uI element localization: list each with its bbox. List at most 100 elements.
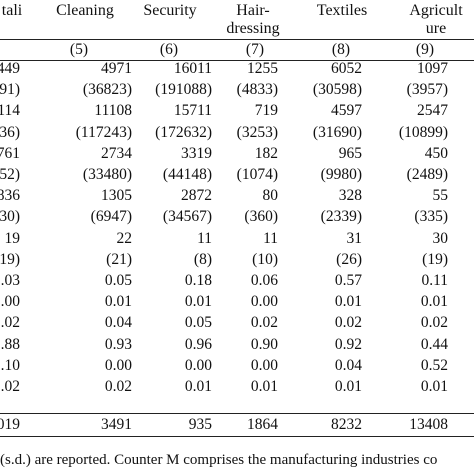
col-number-9: (9) [415, 41, 434, 58]
table-cell: 31 [346, 229, 363, 247]
total-cell: 8232 [331, 416, 362, 433]
table-cell: 0.00 [184, 356, 212, 374]
table-cell: (117243) [75, 123, 132, 141]
table-cell: (3957) [406, 81, 448, 99]
table-cell: (191088) [155, 81, 212, 99]
table-cell: 0.04 [104, 314, 132, 332]
table-cell: 0.01 [420, 293, 448, 311]
table-cell: 0.01 [334, 293, 362, 311]
col-header-cleaning: Cleaning [56, 2, 114, 19]
table-cell: .00 [0, 293, 20, 311]
table-cell: 0.05 [184, 314, 212, 332]
table-cell: 4971 [101, 60, 132, 77]
table-cell: 0.96 [184, 335, 212, 353]
table-cell: 6052 [331, 60, 362, 77]
table-cell: 0.01 [104, 293, 132, 311]
table-cell: 91) [0, 81, 20, 99]
total-cell: 3491 [101, 416, 132, 433]
table-cell: 11 [197, 229, 212, 247]
table-cell: (2339) [320, 208, 362, 226]
col-header-security: Security [143, 2, 197, 19]
table-cell: 15711 [173, 102, 212, 120]
table-cell: 19) [0, 250, 20, 268]
col-number-6: (6) [159, 41, 178, 58]
table-cell: 0.05 [104, 272, 132, 289]
total-cell: 935 [188, 416, 212, 433]
table-cell: 2547 [417, 102, 448, 120]
col-header-textiles: Textiles [316, 2, 368, 19]
table-cell: 0.04 [334, 356, 362, 374]
table-cell: (3253) [236, 123, 278, 141]
table-cell: 1305 [101, 187, 132, 205]
table-cell: 1255 [247, 60, 278, 77]
table-cell: 11 [263, 229, 278, 247]
header-rule [0, 39, 474, 40]
table-cell: 16011 [173, 60, 212, 77]
table-cell: 0.92 [334, 335, 362, 353]
table-cell: 0.52 [420, 356, 448, 374]
table-cell: (1074) [236, 166, 278, 183]
table-cell: 0.01 [250, 378, 278, 395]
table-cell: 52) [0, 166, 20, 183]
table-cell: 0.02 [334, 314, 362, 332]
table-cell: (2489) [406, 166, 448, 183]
table-cell: (10) [252, 250, 278, 268]
table-cell: 0.01 [184, 378, 212, 395]
col-header-tali: tali [1, 2, 23, 19]
total-cell: 1864 [247, 416, 278, 433]
table-cell: (4833) [236, 81, 278, 99]
table-cell: 22 [116, 229, 133, 247]
table-cell: .88 [0, 335, 20, 353]
col-header-hairdressing: Hair-dressing [226, 2, 280, 37]
table-cell: (30598) [312, 81, 362, 99]
table-cell: 0.02 [104, 378, 132, 395]
table-cell: 0.06 [250, 272, 278, 289]
table-cell: 30) [0, 208, 20, 226]
table-cell: 0.02 [250, 314, 278, 332]
col-header-agriculture: Agricult ure [409, 2, 463, 37]
table-cell: 80 [262, 187, 279, 205]
table-cell: 328 [338, 187, 362, 205]
table-cell: 836 [0, 187, 20, 205]
table-cell: .10 [0, 356, 20, 374]
total-cell: 13408 [409, 416, 448, 433]
table-cell: (31690) [312, 123, 362, 141]
table-cell: 1097 [417, 60, 448, 77]
table-cell: 0.01 [334, 378, 362, 395]
table-cell: (26) [336, 250, 362, 268]
table-cell: 30 [432, 229, 449, 247]
table-cell: 0.00 [104, 356, 132, 374]
table-cell: 0.57 [334, 272, 362, 289]
total-cell: 019 [0, 416, 20, 433]
table-cell: 0.00 [250, 356, 278, 374]
table-cell: 0.44 [420, 335, 448, 353]
table-cell: 449 [0, 60, 20, 77]
table-cell: 3319 [181, 144, 212, 162]
bottom-rule [0, 436, 474, 437]
table-cell: 11108 [94, 102, 132, 120]
table-cell: 182 [254, 144, 278, 162]
table-cell: 4597 [331, 102, 362, 120]
table-cell: 719 [254, 102, 278, 120]
table-cell: (34567) [162, 208, 212, 226]
table-cell: 19 [4, 229, 21, 247]
table-cell: .03 [0, 272, 20, 289]
table-cell: (8) [193, 250, 212, 268]
table-cell: 0.01 [184, 293, 212, 311]
table-cell: (21) [106, 250, 132, 268]
table-cell: (36823) [82, 81, 132, 99]
table-cell: 965 [338, 144, 362, 162]
table-cell: 2734 [101, 144, 132, 162]
table-cell: 761 [0, 144, 20, 162]
col-number-7: (7) [245, 41, 264, 58]
table-footnote: (s.d.) are reported. Counter M comprises… [0, 452, 438, 468]
table-cell: (19) [422, 250, 448, 268]
table-cell: (172632) [155, 123, 212, 141]
table-cell: (335) [414, 208, 448, 226]
table-cell: .02 [0, 378, 20, 395]
table-cell: (360) [244, 208, 278, 226]
table-cell: 0.18 [184, 272, 212, 289]
table-cell: 0.90 [250, 335, 278, 353]
table-cell: 450 [424, 144, 448, 162]
